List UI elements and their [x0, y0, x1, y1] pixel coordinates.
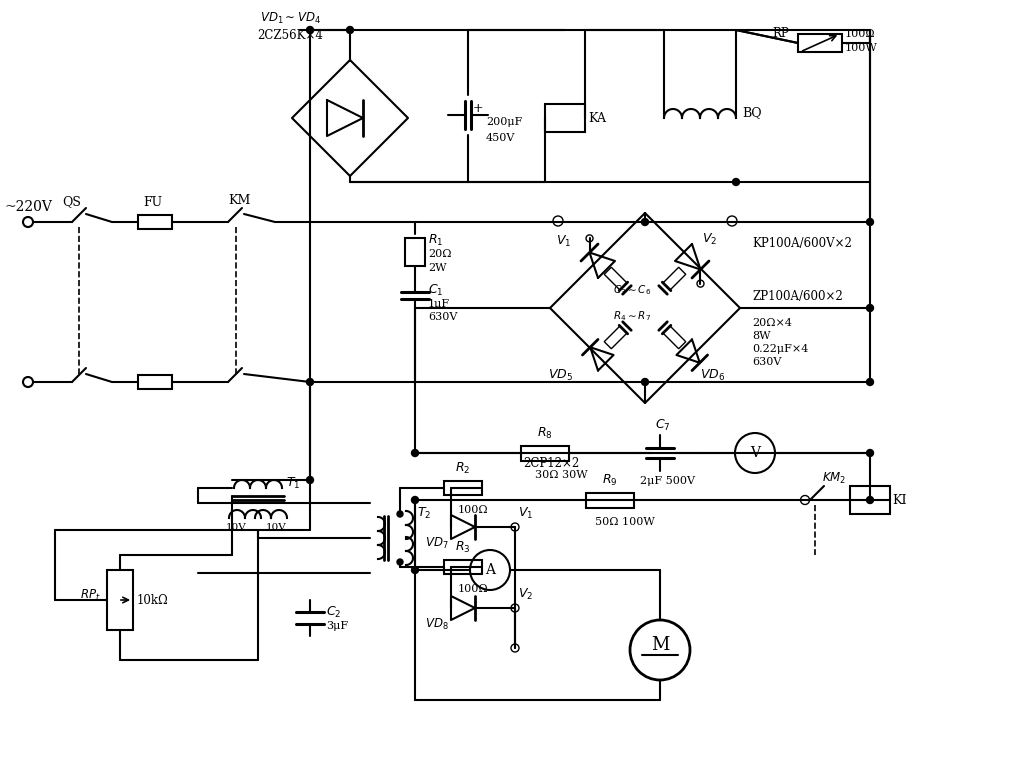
Circle shape — [867, 219, 874, 226]
Circle shape — [306, 379, 314, 386]
Circle shape — [411, 566, 418, 573]
Text: A: A — [485, 563, 495, 577]
Bar — [850, 486, 890, 514]
Text: $R_8$: $R_8$ — [538, 426, 553, 440]
Text: $V_2$: $V_2$ — [702, 231, 718, 247]
Text: 630V: 630V — [752, 357, 781, 367]
Text: 50Ω 100W: 50Ω 100W — [595, 517, 655, 527]
Text: 1μF: 1μF — [428, 299, 450, 309]
Bar — [444, 560, 482, 574]
Text: $C_7$: $C_7$ — [655, 418, 670, 433]
Text: $VD_6$: $VD_6$ — [700, 367, 725, 383]
Text: RP: RP — [772, 26, 788, 40]
Text: 100W: 100W — [845, 43, 878, 53]
Circle shape — [867, 450, 874, 457]
Bar — [444, 481, 482, 495]
Text: 20Ω×4: 20Ω×4 — [752, 318, 792, 328]
Text: ZP100A/600×2: ZP100A/600×2 — [752, 289, 843, 303]
Text: ~220V: ~220V — [5, 200, 52, 214]
Circle shape — [867, 496, 874, 503]
Bar — [521, 446, 570, 461]
Text: $VD_5$: $VD_5$ — [548, 367, 573, 383]
Text: +: + — [473, 101, 483, 114]
Text: $R_3$: $R_3$ — [455, 539, 471, 555]
Bar — [405, 238, 425, 266]
Bar — [545, 104, 585, 132]
Bar — [604, 326, 627, 349]
Text: 30Ω 30W: 30Ω 30W — [535, 470, 588, 480]
Text: KM: KM — [228, 194, 251, 206]
Circle shape — [867, 304, 874, 311]
Text: FU: FU — [143, 195, 162, 209]
Circle shape — [641, 219, 649, 226]
Text: $T_2$: $T_2$ — [417, 506, 431, 520]
Text: $R_4$$\sim$$R_7$: $R_4$$\sim$$R_7$ — [613, 309, 651, 323]
Bar — [663, 267, 686, 290]
Text: 100Ω: 100Ω — [458, 584, 488, 594]
Text: 10V: 10V — [226, 524, 247, 532]
Text: $VD_7$: $VD_7$ — [425, 535, 448, 551]
Bar — [586, 492, 634, 507]
Circle shape — [306, 476, 314, 483]
Circle shape — [397, 511, 403, 517]
Text: KA: KA — [588, 111, 605, 124]
Text: $KM_2$: $KM_2$ — [822, 471, 846, 485]
Text: 2μF 500V: 2μF 500V — [640, 476, 695, 486]
Text: 100Ω: 100Ω — [458, 505, 488, 515]
Text: 450V: 450V — [486, 133, 515, 143]
Text: $C_2$: $C_2$ — [326, 605, 341, 619]
Circle shape — [411, 450, 418, 457]
Text: M: M — [651, 636, 669, 654]
Text: QS: QS — [62, 195, 81, 209]
Text: $C_3$$\sim$$C_6$: $C_3$$\sim$$C_6$ — [613, 283, 652, 297]
Text: 8W: 8W — [752, 331, 771, 341]
Bar — [138, 375, 172, 389]
Circle shape — [306, 26, 314, 33]
Bar — [107, 570, 133, 630]
Circle shape — [346, 26, 354, 33]
Text: 2CZ56K×4: 2CZ56K×4 — [257, 29, 323, 41]
Text: $T_1$: $T_1$ — [286, 475, 300, 491]
Circle shape — [867, 379, 874, 386]
Bar — [798, 34, 842, 52]
Text: 10kΩ: 10kΩ — [137, 594, 169, 607]
Text: V: V — [750, 446, 760, 460]
Text: $VD_1$$\sim$$VD_4$: $VD_1$$\sim$$VD_4$ — [259, 10, 321, 26]
Circle shape — [641, 379, 649, 386]
Text: $V_1$: $V_1$ — [518, 506, 534, 520]
Circle shape — [411, 496, 418, 503]
Text: KI: KI — [892, 493, 907, 506]
Text: $R_9$: $R_9$ — [602, 472, 618, 488]
Text: $V_2$: $V_2$ — [518, 587, 534, 601]
Text: KP100A/600V×2: KP100A/600V×2 — [752, 237, 852, 250]
Text: 2CP12×2: 2CP12×2 — [523, 457, 579, 469]
Text: $V_1$: $V_1$ — [556, 233, 572, 248]
Text: $C_1$: $C_1$ — [428, 282, 443, 297]
Text: $R_1$: $R_1$ — [428, 233, 443, 247]
Text: 2W: 2W — [428, 263, 446, 273]
Text: 200μF: 200μF — [486, 117, 522, 127]
Text: 0.22μF×4: 0.22μF×4 — [752, 344, 808, 354]
Text: 100Ω: 100Ω — [845, 29, 876, 39]
Circle shape — [397, 559, 403, 565]
Text: $RP_t$: $RP_t$ — [80, 587, 101, 602]
Text: 10V: 10V — [266, 524, 287, 532]
Text: BQ: BQ — [742, 107, 762, 120]
Text: 20Ω: 20Ω — [428, 249, 451, 259]
Bar — [604, 267, 627, 290]
Text: $R_2$: $R_2$ — [455, 461, 471, 475]
Bar — [663, 326, 686, 349]
Text: $VD_8$: $VD_8$ — [425, 616, 448, 632]
Text: 630V: 630V — [428, 312, 457, 322]
Text: 3μF: 3μF — [326, 621, 348, 631]
Bar — [138, 215, 172, 229]
Circle shape — [733, 178, 739, 185]
